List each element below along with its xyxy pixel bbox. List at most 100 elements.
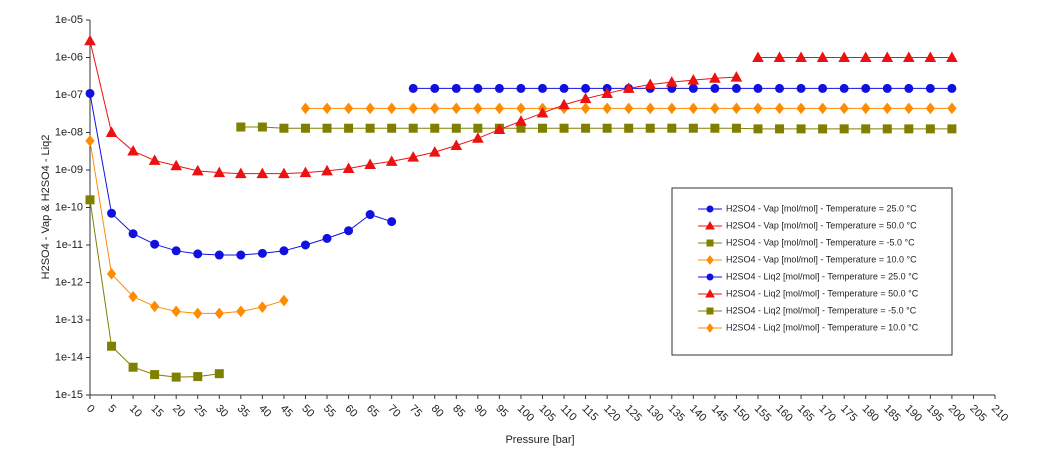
marker — [214, 250, 224, 260]
legend-label: H2SO4 - Liq2 [mol/mol] - Temperature = -… — [726, 305, 917, 315]
marker — [731, 83, 741, 93]
series-line — [240, 126, 952, 130]
marker — [705, 288, 715, 298]
marker — [882, 102, 892, 115]
marker — [882, 124, 892, 134]
marker — [753, 83, 763, 93]
marker — [536, 107, 549, 118]
marker — [904, 124, 914, 134]
marker — [706, 255, 714, 265]
x-tick-label: 65 — [364, 403, 381, 420]
marker — [731, 102, 742, 115]
marker — [818, 124, 828, 134]
y-tick-label: 1e-06 — [55, 51, 83, 63]
marker — [538, 123, 547, 133]
x-tick-label: 200 — [946, 403, 967, 424]
marker — [451, 123, 461, 133]
marker — [450, 139, 463, 151]
x-tick-label: 30 — [213, 403, 230, 420]
marker — [150, 300, 160, 313]
x-tick-label: 135 — [666, 403, 687, 424]
marker — [300, 240, 310, 250]
x-tick-label: 160 — [773, 403, 794, 424]
marker — [407, 151, 420, 162]
x-tick-label: 110 — [558, 403, 579, 424]
y-tick-label: 1e-05 — [55, 14, 83, 26]
marker — [580, 102, 591, 115]
marker — [579, 92, 592, 104]
marker — [364, 158, 376, 170]
marker — [322, 123, 332, 133]
x-tick-label: 80 — [429, 403, 446, 420]
marker — [365, 210, 375, 220]
x-tick-label: 130 — [644, 403, 665, 424]
marker — [796, 124, 806, 134]
marker — [838, 51, 851, 62]
marker — [85, 195, 95, 205]
marker — [84, 34, 96, 46]
marker — [687, 74, 700, 85]
marker — [322, 233, 332, 243]
y-tick-label: 1e-10 — [55, 201, 83, 213]
marker — [214, 307, 224, 320]
marker — [644, 78, 657, 90]
marker — [257, 122, 267, 132]
legend-label: H2SO4 - Liq2 [mol/mol] - Temperature = 1… — [726, 322, 919, 332]
marker — [236, 305, 246, 318]
marker — [191, 164, 204, 176]
marker — [861, 124, 871, 134]
marker — [904, 102, 914, 115]
y-tick-label: 1e-12 — [55, 276, 83, 288]
marker — [925, 102, 935, 115]
legend-box — [671, 187, 953, 356]
marker — [730, 71, 743, 82]
marker — [451, 83, 461, 93]
legend-label: H2SO4 - Vap [mol/mol] - Temperature = 10… — [726, 254, 917, 264]
marker — [106, 268, 117, 280]
marker — [494, 83, 504, 93]
marker — [624, 102, 634, 115]
marker — [710, 83, 720, 93]
marker — [344, 123, 354, 133]
y-tick-label: 1e-15 — [55, 389, 83, 401]
marker — [299, 166, 312, 178]
x-tick-label: 170 — [816, 403, 837, 424]
marker — [300, 123, 310, 133]
marker — [516, 102, 526, 115]
marker — [430, 123, 440, 133]
x-tick-label: 100 — [515, 403, 536, 424]
marker — [795, 51, 807, 62]
marker — [430, 83, 440, 93]
marker — [451, 102, 461, 115]
marker — [236, 122, 246, 132]
marker — [947, 102, 957, 115]
x-tick-label: 55 — [321, 403, 338, 420]
marker — [710, 123, 720, 133]
marker — [279, 294, 289, 307]
x-tick-label: 195 — [924, 403, 945, 424]
marker — [581, 83, 591, 93]
x-tick-label: 205 — [967, 403, 988, 424]
y-tick-label: 1e-13 — [55, 314, 83, 326]
marker — [387, 102, 397, 115]
x-tick-label: 120 — [601, 403, 622, 424]
marker — [428, 146, 441, 157]
y-tick-label: 1e-07 — [55, 89, 83, 101]
marker — [213, 166, 226, 178]
marker — [365, 102, 375, 115]
x-tick-label: 85 — [450, 403, 467, 420]
x-tick-label: 45 — [278, 403, 295, 420]
marker — [667, 102, 677, 115]
marker — [796, 83, 806, 93]
marker — [193, 307, 203, 320]
x-tick-label: 35 — [235, 403, 252, 420]
x-tick-label: 25 — [192, 403, 209, 420]
legend-label: H2SO4 - Vap [mol/mol] - Temperature = 25… — [726, 203, 917, 213]
x-tick-label: 40 — [256, 403, 273, 420]
marker — [706, 323, 714, 333]
marker — [558, 98, 570, 110]
marker — [601, 87, 613, 98]
marker — [171, 305, 181, 318]
marker — [343, 102, 354, 115]
